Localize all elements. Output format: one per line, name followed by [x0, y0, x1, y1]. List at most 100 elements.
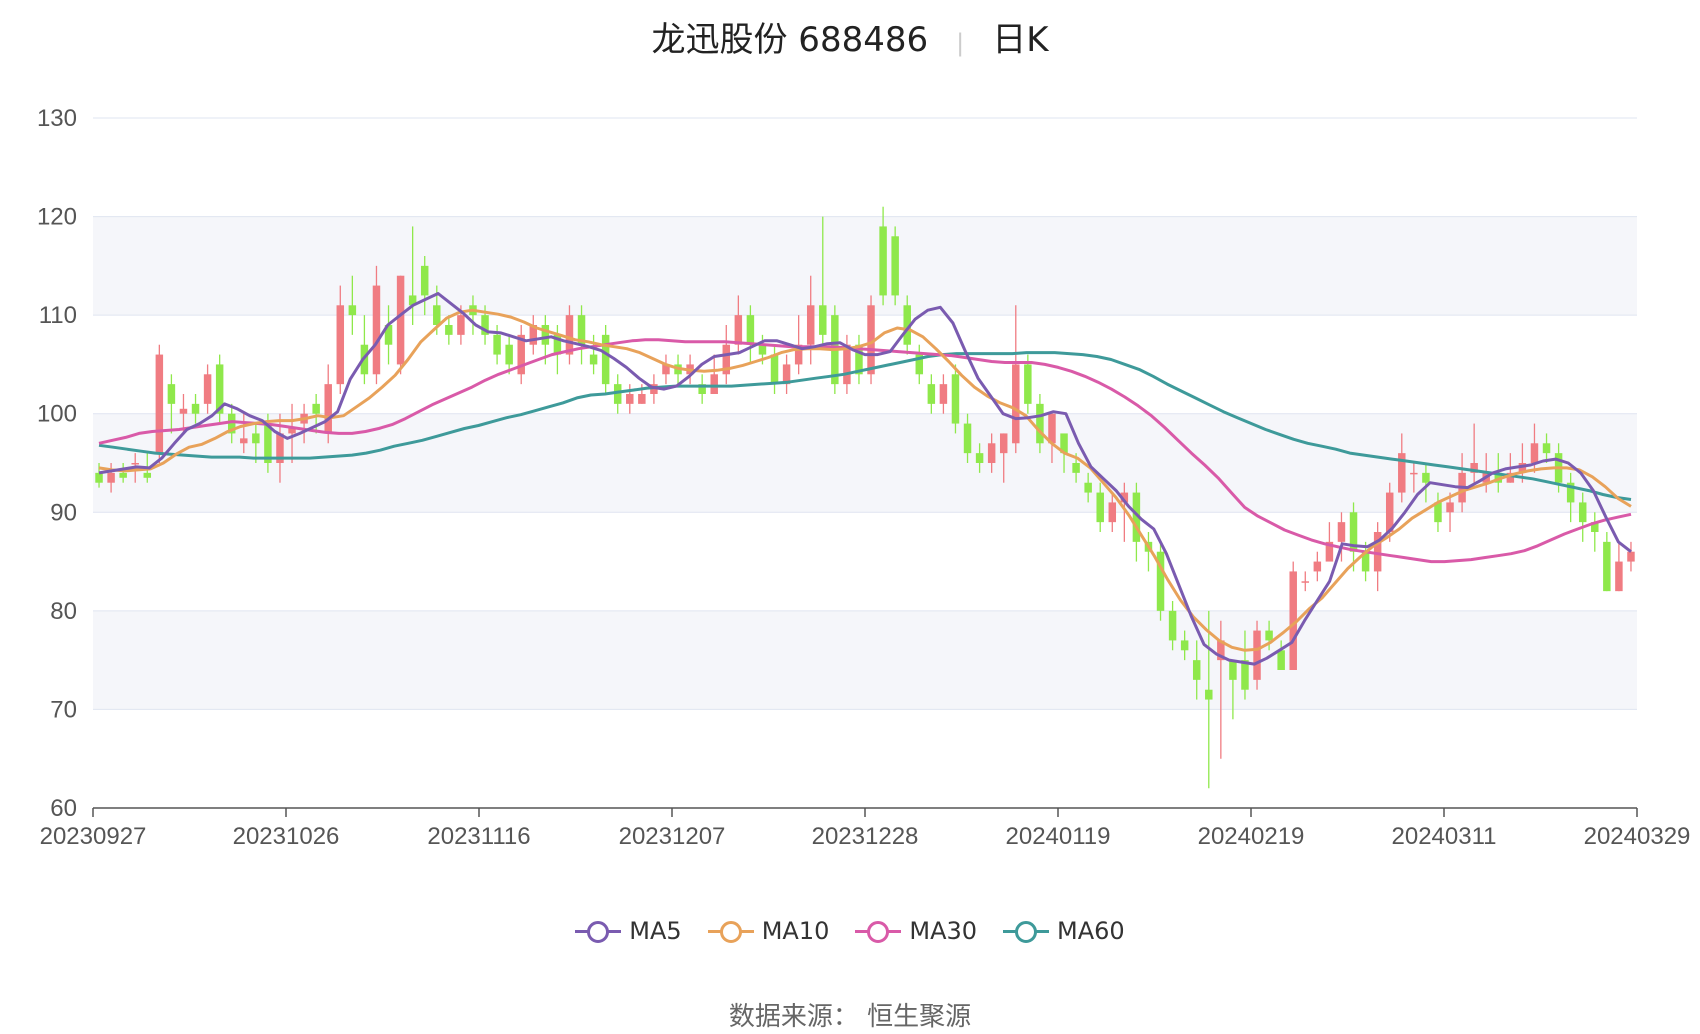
- candle-body: [999, 433, 1008, 454]
- candle-body: [1566, 482, 1575, 503]
- candle-body: [638, 394, 646, 404]
- candle-body: [119, 472, 127, 478]
- x-tick-label: 20231026: [233, 823, 340, 850]
- candle-body: [1108, 502, 1117, 523]
- legend-item[interactable]: MA5: [575, 917, 682, 945]
- title-period: 日K: [992, 20, 1049, 60]
- candle-body: [722, 344, 731, 375]
- candle-body: [927, 384, 936, 404]
- candle-body: [420, 265, 429, 296]
- candle-body: [806, 305, 815, 345]
- candle-body: [1518, 463, 1527, 473]
- candle-body: [240, 438, 248, 444]
- candle-body: [915, 354, 924, 375]
- candle-body: [939, 384, 948, 404]
- candle-body: [167, 384, 176, 404]
- x-tick-label: 20231116: [427, 823, 530, 850]
- grid-band: [93, 413, 1637, 513]
- candle-body: [541, 325, 550, 345]
- candle-body: [855, 344, 863, 375]
- candle-body: [1603, 541, 1611, 592]
- candle-body: [1265, 630, 1273, 641]
- candle-body: [433, 305, 441, 325]
- candle-body: [963, 423, 972, 454]
- legend-item[interactable]: MA30: [855, 917, 977, 945]
- candle-body: [1229, 660, 1237, 680]
- legend-marker: [707, 920, 754, 943]
- candle-body: [445, 325, 453, 335]
- candle-body: [891, 236, 899, 296]
- candle-body: [1096, 492, 1104, 523]
- candle-body: [1591, 522, 1599, 532]
- legend-marker: [575, 920, 622, 943]
- x-tick-label: 20240329: [1584, 823, 1691, 850]
- legend-label: MA5: [629, 917, 682, 945]
- candle-body: [794, 344, 803, 365]
- candle-body: [1036, 403, 1044, 444]
- x-tick-label: 20231228: [812, 823, 919, 850]
- candle-body: [288, 428, 296, 434]
- candle-body: [1277, 650, 1285, 670]
- candle-body: [1627, 551, 1635, 562]
- legend-item[interactable]: MA60: [1003, 917, 1125, 945]
- candle-body: [252, 433, 260, 444]
- candle-body: [1217, 640, 1225, 661]
- candle-body: [746, 315, 755, 345]
- candle-body: [1530, 443, 1539, 463]
- candle-body: [107, 472, 115, 483]
- candle-body: [698, 384, 706, 394]
- candle-body: [312, 403, 320, 414]
- candle-body: [1313, 561, 1322, 572]
- legend-item[interactable]: MA10: [707, 917, 830, 945]
- candle-body: [95, 472, 103, 483]
- candle-body: [1349, 512, 1358, 552]
- chart-title: 龙迅股份 688486 | 日K: [0, 12, 1700, 61]
- legend-label: MA10: [761, 917, 830, 945]
- candle-body: [143, 472, 152, 478]
- candle-body: [203, 374, 212, 404]
- grid-band: [93, 610, 1637, 710]
- candle-body: [348, 305, 357, 316]
- legend-label: MA30: [909, 917, 978, 945]
- candle-body: [758, 344, 767, 355]
- candle-body: [1410, 472, 1418, 475]
- candle-body: [179, 408, 188, 414]
- candle-body: [843, 344, 851, 385]
- candle-body: [601, 334, 610, 385]
- candle-body: [1024, 364, 1032, 404]
- candle-body: [879, 226, 887, 296]
- candle-body: [1398, 453, 1406, 493]
- y-tick-label: 70: [50, 696, 77, 723]
- candle-body: [975, 453, 984, 463]
- candle-body: [264, 423, 272, 463]
- candle-body: [336, 305, 345, 385]
- candle-body: [1192, 660, 1201, 680]
- candle-body: [951, 374, 960, 424]
- candle-body: [1434, 502, 1442, 523]
- candle-body: [1289, 571, 1297, 670]
- candle-body: [1506, 472, 1515, 483]
- candle-body: [1120, 492, 1129, 503]
- candle-body: [215, 364, 224, 414]
- candle-body: [770, 354, 779, 385]
- candle-body: [505, 344, 513, 365]
- candle-body: [1253, 630, 1261, 680]
- candle-body: [1542, 443, 1551, 454]
- candle-body: [565, 315, 574, 355]
- legend-dot: [587, 920, 610, 943]
- candle-body: [1180, 640, 1189, 651]
- candle-body: [1373, 532, 1382, 572]
- candle-body: [1132, 492, 1141, 542]
- legend-marker: [855, 920, 902, 943]
- candle-body: [1615, 561, 1623, 592]
- x-tick-label: 20231207: [619, 823, 726, 850]
- candle-body: [1385, 492, 1394, 532]
- candle-body: [493, 334, 501, 355]
- candle-body: [1361, 551, 1370, 572]
- data-source: 数据来源： 恒生聚源: [728, 1002, 972, 1032]
- candle-body: [191, 403, 200, 414]
- candlestick-chart: 60 70 80 90 100 110 120 130 20230927 20231026 2023…: [37, 105, 1691, 850]
- candle-body: [131, 463, 139, 465]
- candle-body: [1301, 581, 1310, 583]
- legend: MA5 MA10 MA30 MA60: [0, 917, 1700, 945]
